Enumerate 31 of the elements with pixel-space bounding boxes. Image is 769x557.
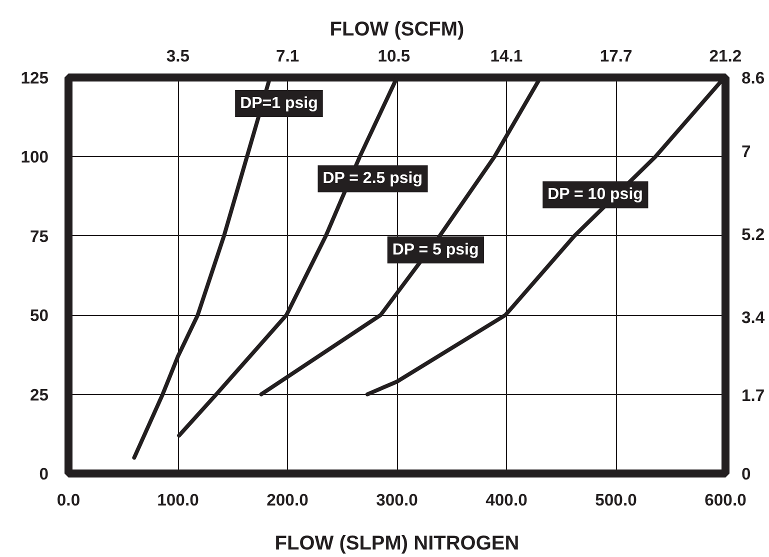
series-label: DP = 10 psig xyxy=(548,186,643,204)
y-tick-label: 75 xyxy=(30,226,49,246)
x2-tick-label: 17.7 xyxy=(600,46,632,66)
x2-tick-label: 10.5 xyxy=(378,46,410,66)
x-axis-title: FLOW (SLPM) NITROGEN xyxy=(274,532,520,554)
x2-tick-label: 7.1 xyxy=(276,46,300,66)
x-tick-label: 500.0 xyxy=(595,490,637,510)
x-tick-label: 200.0 xyxy=(266,490,308,510)
x-tick-label: 0.0 xyxy=(56,490,80,510)
y2-tick-label: 3.4 xyxy=(742,308,766,327)
y-tick-label: 25 xyxy=(30,385,49,404)
x2-tick-label: 3.5 xyxy=(166,46,190,66)
x-tick-label: 100.0 xyxy=(157,490,199,510)
x-tick-label: 600.0 xyxy=(704,490,746,510)
y-tick-label: 125 xyxy=(20,68,49,88)
series-label: DP = 2.5 psig xyxy=(322,170,422,188)
x2-axis-title: FLOW (SCFM) xyxy=(330,18,464,40)
y2-tick-label: 7 xyxy=(742,142,751,162)
y2-tick-label: 5.2 xyxy=(742,225,765,244)
y2-tick-label: 0 xyxy=(742,464,751,484)
x-tick-label: 300.0 xyxy=(376,490,418,510)
y-tick-label: 50 xyxy=(30,306,49,326)
y2-tick-label: 1.7 xyxy=(742,386,765,406)
y2-tick-label: 8.6 xyxy=(742,68,765,88)
y-tick-label: 100 xyxy=(20,148,49,167)
x2-tick-label: 14.1 xyxy=(490,46,523,66)
x2-tick-label: 21.2 xyxy=(709,46,742,66)
series-label: DP=1 psig xyxy=(240,95,318,112)
x-tick-label: 400.0 xyxy=(486,490,528,510)
series-label: DP = 5 psig xyxy=(392,241,479,258)
y-tick-label: 0 xyxy=(39,464,48,484)
